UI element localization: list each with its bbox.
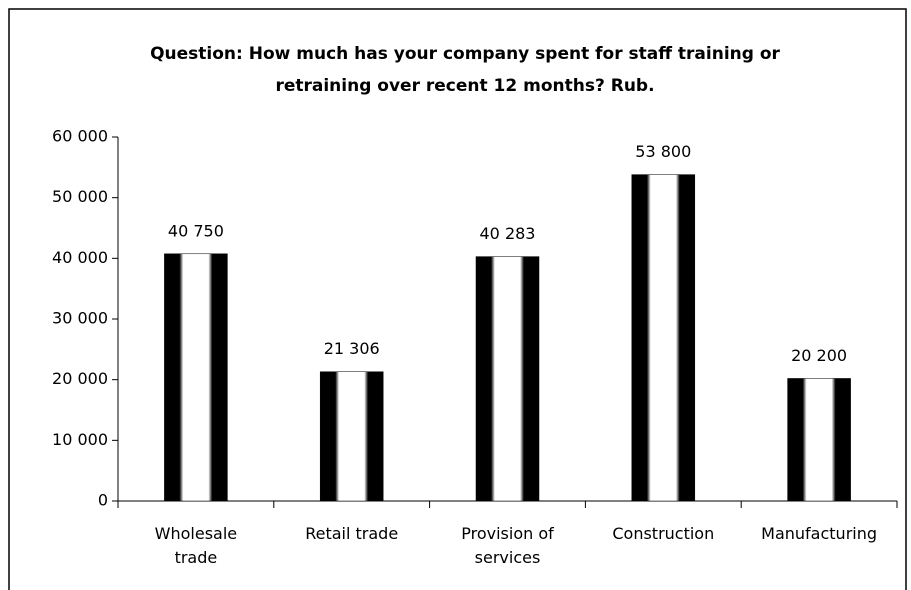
y-tick-label: 10 000 — [52, 430, 108, 449]
y-tick-label: 60 000 — [52, 127, 108, 146]
y-tick-label: 0 — [98, 491, 108, 510]
bar — [631, 174, 696, 502]
x-tick-label: Wholesale trade — [154, 524, 238, 567]
bar — [475, 256, 540, 502]
bar — [319, 371, 384, 502]
x-tick-label: Retail trade — [305, 524, 399, 543]
bar — [164, 253, 228, 502]
y-tick-label: 50 000 — [52, 187, 108, 206]
data-label: 53 800 — [635, 142, 691, 161]
data-label: 20 200 — [791, 346, 847, 365]
data-label: 21 306 — [324, 339, 380, 358]
bar — [787, 378, 851, 502]
x-tick-label: Provision of services — [461, 524, 554, 567]
y-tick-label: 40 000 — [52, 248, 108, 267]
data-label: 40 283 — [480, 224, 536, 243]
y-tick-label: 30 000 — [52, 309, 108, 328]
x-tick-label: Manufacturing — [761, 524, 878, 543]
chart-frame — [8, 8, 907, 590]
chart-title: Question: How much has your company spen… — [150, 44, 780, 96]
data-label: 40 750 — [168, 221, 224, 240]
y-tick-label: 20 000 — [52, 369, 108, 388]
x-tick-label: Construction — [612, 524, 715, 543]
